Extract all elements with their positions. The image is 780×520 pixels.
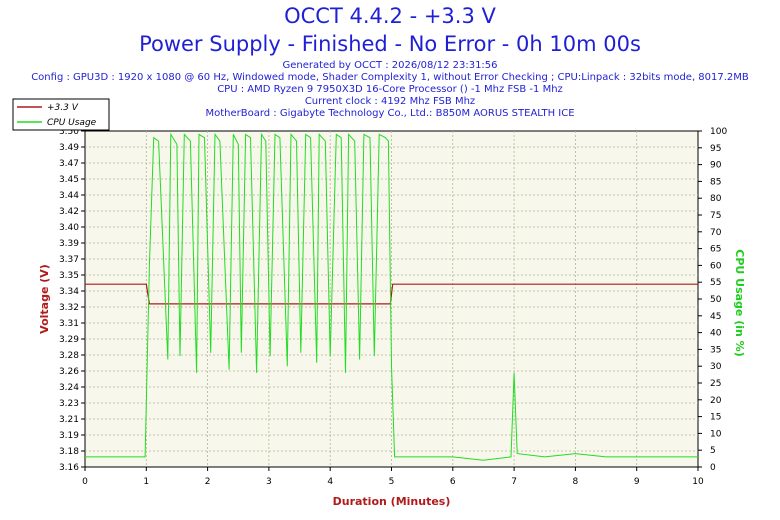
x-tick-label: 2 [205,477,211,487]
chart-title: OCCT 4.4.2 - +3.3 V [284,4,496,28]
y-tick-label: 3.49 [59,143,79,153]
chart-subtitle: Power Supply - Finished - No Error - 0h … [139,32,641,56]
info-config: Config : GPU3D : 1920 x 1080 @ 60 Hz, Wi… [31,72,749,83]
y2-tick-label: 70 [710,228,722,238]
y2-tick-label: 75 [710,211,721,221]
y-tick-label: 3.35 [59,271,79,281]
y2-tick-label: 20 [710,396,722,406]
y-tick-label: 3.45 [59,175,79,185]
y2-tick-label: 60 [710,261,722,271]
y2-tick-label: 15 [710,413,721,423]
y-tick-label: 3.40 [59,223,79,233]
y2-tick-label: 55 [710,278,721,288]
x-tick-label: 7 [511,477,517,487]
x-tick-label: 3 [266,477,272,487]
y2-tick-label: 95 [710,144,721,154]
y-tick-label: 3.23 [59,399,79,409]
y2-tick-label: 30 [710,362,722,372]
y-tick-label: 3.29 [59,335,79,345]
y2-tick-label: 35 [710,345,721,355]
legend-label: CPU Usage [47,118,97,128]
y-tick-label: 3.31 [59,319,79,329]
y2-tick-label: 100 [710,127,727,137]
y-axis-label: Voltage (V) [38,264,51,334]
y-tick-label: 3.39 [59,239,79,249]
legend-box [12,98,110,131]
x-tick-label: 9 [634,477,640,487]
y-tick-label: 3.21 [59,415,79,425]
y-tick-label: 3.42 [59,207,79,217]
x-axis-label: Duration (Minutes) [333,495,451,508]
y2-tick-label: 40 [710,329,722,339]
y2-tick-label: 90 [710,161,722,171]
y-tick-label: 3.47 [59,159,79,169]
info-cpu: CPU : AMD Ryzen 9 7950X3D 16-Core Proces… [217,84,563,95]
y-tick-label: 3.50 [59,127,79,137]
x-tick-label: 10 [692,477,704,487]
x-tick-label: 4 [327,477,333,487]
info-clock: Current clock : 4192 Mhz FSB Mhz [304,96,476,107]
y2-tick-label: 45 [710,312,721,322]
x-tick-label: 0 [82,477,88,487]
y-tick-label: 3.26 [59,367,79,377]
voltage-line [85,283,698,305]
y2-tick-label: 80 [710,194,722,204]
y2-tick-label: 50 [710,295,722,305]
y-tick-label: 3.44 [59,191,79,201]
y-tick-label: 3.18 [59,447,79,457]
x-tick-label: 5 [389,477,395,487]
y2-tick-label: 85 [710,177,721,187]
info-generated: Generated by OCCT : 2026/08/12 23:31:56 [282,60,498,71]
y-tick-label: 3.37 [59,255,79,265]
x-tick-label: 6 [450,477,456,487]
legend-label: +3.3 V [47,103,79,113]
y2-tick-label: 65 [710,245,721,255]
x-tick-label: 8 [573,477,579,487]
y2-tick-label: 25 [710,379,721,389]
x-tick-label: 1 [143,477,149,487]
y-tick-label: 3.24 [59,383,79,393]
y-tick-label: 3.16 [59,463,79,473]
y-tick-label: 3.28 [59,351,79,361]
info-motherboard: MotherBoard : Gigabyte Technology Co., L… [205,108,575,119]
y-tick-label: 3.34 [59,287,79,297]
y2-tick-label: 10 [710,429,722,439]
y2-tick-label: 5 [710,446,716,456]
cpu-usage-line [85,132,698,461]
y2-tick-label: 0 [710,463,716,473]
y2-axis-label: CPU Usage (in %) [733,249,746,356]
y-tick-label: 3.32 [59,303,79,313]
y-tick-label: 3.19 [59,431,79,441]
